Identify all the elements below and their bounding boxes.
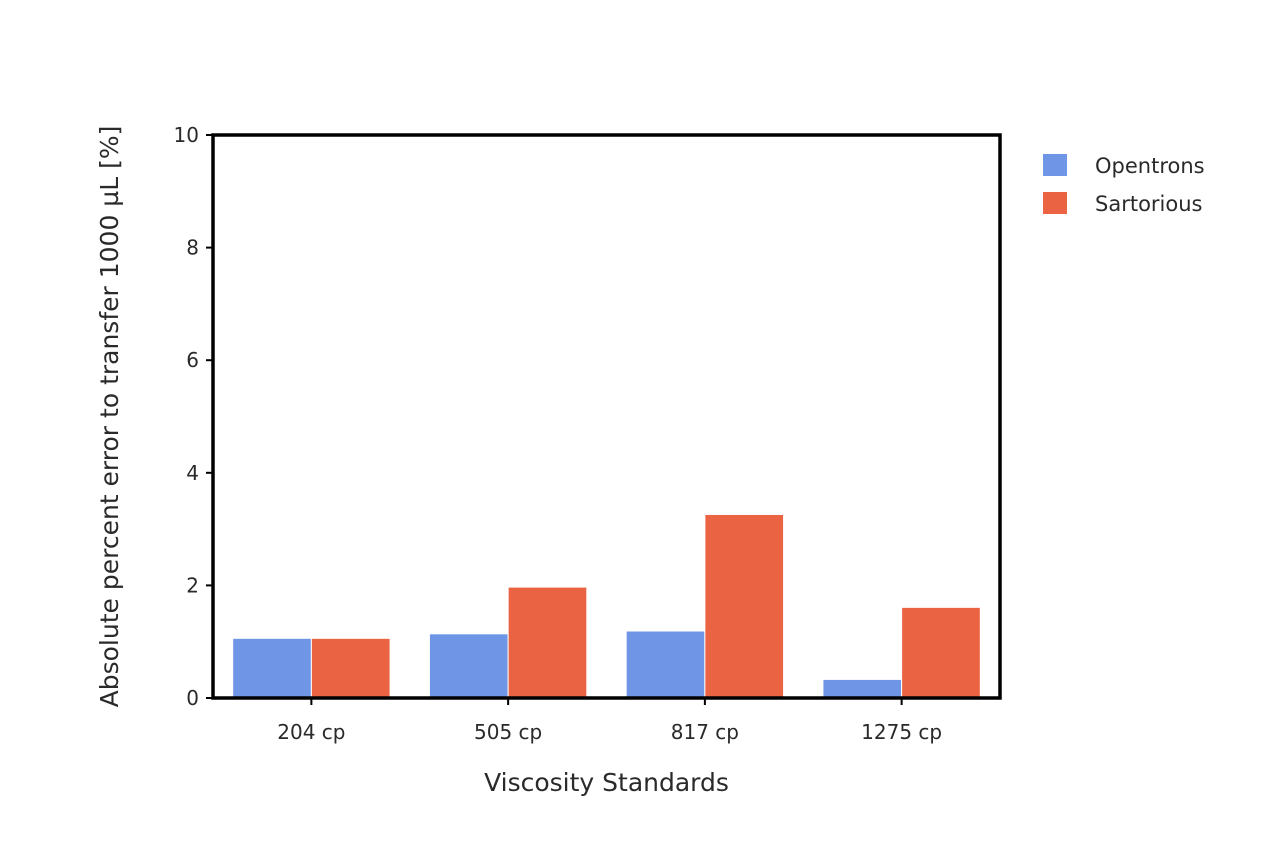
legend-item-sartorious[interactable]: Sartorious: [1043, 192, 1202, 216]
bar-sartorious-3[interactable]: [704, 513, 785, 699]
y-tick-label: 2: [186, 573, 199, 597]
bars-layer: [232, 513, 981, 699]
bar-opentrons-2[interactable]: [428, 633, 509, 699]
bar-opentrons-1[interactable]: [232, 637, 312, 699]
y-tick-label: 4: [186, 461, 199, 485]
legend-swatch: [1043, 192, 1067, 214]
y-tick-label: 8: [186, 236, 199, 260]
x-tick-label: 817 cp: [671, 720, 739, 744]
x-tick-label: 1275 cp: [861, 720, 942, 744]
bar-opentrons-3[interactable]: [625, 630, 706, 699]
legend-item-opentrons[interactable]: Opentrons: [1043, 154, 1205, 178]
legend-swatch: [1043, 154, 1067, 176]
plot-frame: [211, 133, 1002, 700]
bar-sartorious-2[interactable]: [507, 586, 588, 699]
legend-label: Opentrons: [1095, 154, 1205, 178]
y-axis-title: Absolute percent error to transfer 1000 …: [95, 126, 124, 708]
x-axis-title: Viscosity Standards: [484, 768, 729, 797]
y-tick-label: 0: [186, 686, 199, 710]
y-tick-label: 10: [174, 123, 199, 147]
x-tick-label: 505 cp: [474, 720, 542, 744]
y-axis: 0 2 4 6 8 10: [174, 123, 213, 710]
bar-sartorious-1[interactable]: [310, 637, 391, 699]
x-tick-label: 204 cp: [277, 720, 345, 744]
legend-label: Sartorious: [1095, 192, 1202, 216]
y-tick-label: 6: [186, 348, 199, 372]
x-axis: 204 cp 505 cp 817 cp 1275 cp: [277, 698, 942, 744]
bar-opentrons-4[interactable]: [822, 678, 903, 699]
bar-sartorious-4[interactable]: [901, 606, 981, 699]
legend[interactable]: Opentrons Sartorious: [1043, 154, 1205, 216]
